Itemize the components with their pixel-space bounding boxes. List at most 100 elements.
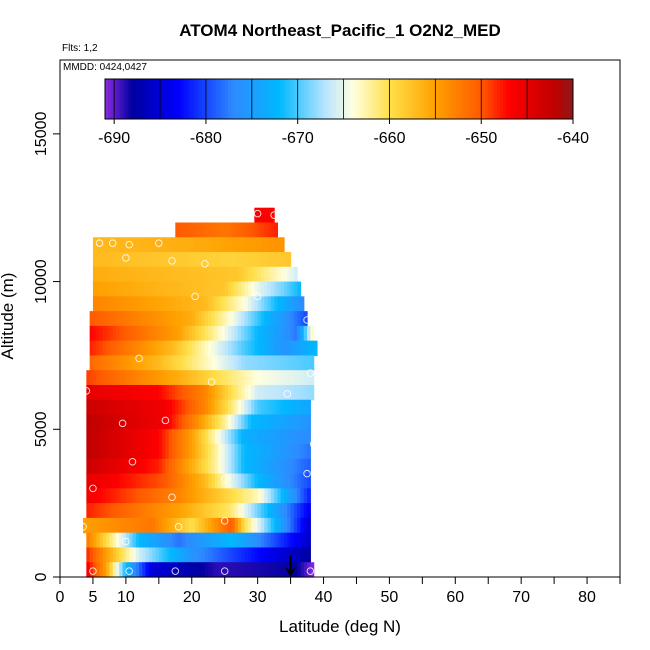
- heatmap-cell: [185, 473, 190, 489]
- heatmap-cell: [228, 266, 232, 283]
- heatmap-cell: [307, 532, 311, 549]
- heatmap-cell: [244, 503, 249, 519]
- heatmap-cell: [257, 473, 262, 489]
- heatmap-cell: [228, 562, 232, 578]
- colorbar-segment: [125, 79, 129, 119]
- heatmap-cell: [218, 444, 223, 460]
- heatmap-cell: [178, 355, 183, 371]
- heatmap-cell: [145, 325, 150, 342]
- heatmap-cell: [158, 488, 163, 504]
- heatmap-cell: [270, 532, 275, 549]
- heatmap-cell: [224, 340, 229, 357]
- heatmap-cell: [116, 340, 120, 357]
- heatmap-cell: [168, 414, 173, 430]
- heatmap-cell: [112, 562, 117, 578]
- heatmap-cell: [168, 252, 173, 268]
- x-tick-label: 50: [381, 589, 399, 606]
- heatmap-cell: [260, 547, 265, 563]
- heatmap-cell: [208, 252, 213, 268]
- heatmap-cell: [241, 532, 246, 549]
- heatmap-cell: [274, 222, 279, 238]
- heatmap-cell: [116, 252, 120, 268]
- heatmap-cell: [270, 458, 275, 475]
- heatmap-cell: [198, 503, 203, 519]
- heatmap-cell: [195, 281, 199, 297]
- heatmap-cell: [175, 222, 180, 238]
- heatmap-cell: [165, 517, 170, 534]
- heatmap-cell: [142, 340, 147, 357]
- heatmap-cell: [185, 562, 190, 578]
- heatmap-cell: [129, 237, 134, 253]
- heatmap-cell: [307, 444, 311, 460]
- heatmap-cell: [99, 429, 104, 445]
- heatmap-cell: [99, 252, 104, 268]
- heatmap-cell: [112, 384, 117, 401]
- heatmap-cell: [214, 488, 219, 504]
- heatmap-cell: [96, 237, 101, 253]
- heatmap-cell: [234, 266, 239, 283]
- colorbar-segment: [166, 79, 170, 119]
- heatmap-cell: [307, 517, 311, 534]
- heatmap-cell: [204, 384, 209, 401]
- heatmap-cell: [92, 370, 97, 386]
- heatmap-cell: [254, 296, 259, 312]
- heatmap-cell: [208, 384, 213, 401]
- heatmap-cell: [102, 252, 107, 268]
- heatmap-cell: [254, 517, 259, 534]
- heatmap-cell: [139, 503, 143, 519]
- heatmap-cell: [195, 429, 199, 445]
- heatmap-cell: [211, 562, 216, 578]
- heatmap-row-19: [86, 488, 311, 504]
- heatmap-cell: [139, 370, 143, 386]
- heatmap-cell: [129, 252, 134, 268]
- heatmap-cell: [89, 517, 94, 534]
- heatmap-cell: [188, 547, 193, 563]
- heatmap-cell: [109, 547, 114, 563]
- heatmap-cell: [241, 281, 246, 297]
- heatmap-cell: [125, 399, 130, 416]
- heatmap-cell: [99, 237, 104, 253]
- colorbar-segment: [494, 79, 498, 119]
- heatmap-cell: [290, 473, 295, 489]
- heatmap-cell: [148, 252, 153, 268]
- heatmap-cell: [185, 414, 190, 430]
- colorbar-segment: [105, 79, 109, 119]
- colorbar-segment: [169, 79, 173, 119]
- heatmap-cell: [214, 325, 219, 342]
- colorbar-segment: [210, 79, 214, 119]
- heatmap-cell: [92, 517, 97, 534]
- heatmap-cell: [221, 547, 226, 563]
- heatmap-cell: [303, 414, 308, 430]
- heatmap-cell: [172, 547, 176, 563]
- heatmap-cell: [99, 458, 104, 475]
- heatmap-cell: [204, 414, 209, 430]
- heatmap-cell: [280, 355, 285, 371]
- heatmap-cell: [260, 488, 265, 504]
- heatmap-cell: [201, 237, 206, 253]
- heatmap-cell: [303, 503, 308, 519]
- heatmap-cell: [195, 340, 199, 357]
- colorbar-segment: [517, 79, 521, 119]
- heatmap-cell: [102, 266, 107, 283]
- heatmap-cell: [129, 429, 134, 445]
- colorbar-tick-label: -670: [282, 130, 314, 147]
- heatmap-cell: [106, 473, 111, 489]
- heatmap-cell: [92, 562, 97, 578]
- heatmap-cell: [267, 488, 272, 504]
- heatmap-cell: [112, 473, 117, 489]
- heatmap-cell: [106, 311, 111, 327]
- heatmap-cell: [231, 517, 236, 534]
- heatmap-cell: [274, 355, 279, 371]
- heatmap-cell: [191, 429, 196, 445]
- heatmap-cell: [254, 429, 259, 445]
- heatmap-cell: [145, 266, 150, 283]
- heatmap-cell: [102, 532, 107, 549]
- heatmap-cell: [165, 281, 170, 297]
- heatmap-cell: [132, 547, 137, 563]
- heatmap-cell: [162, 325, 167, 342]
- heatmap-cell: [287, 429, 292, 445]
- heatmap-cell: [191, 414, 196, 430]
- heatmap-cell: [284, 296, 288, 312]
- heatmap-cell: [172, 311, 176, 327]
- heatmap-cell: [129, 458, 134, 475]
